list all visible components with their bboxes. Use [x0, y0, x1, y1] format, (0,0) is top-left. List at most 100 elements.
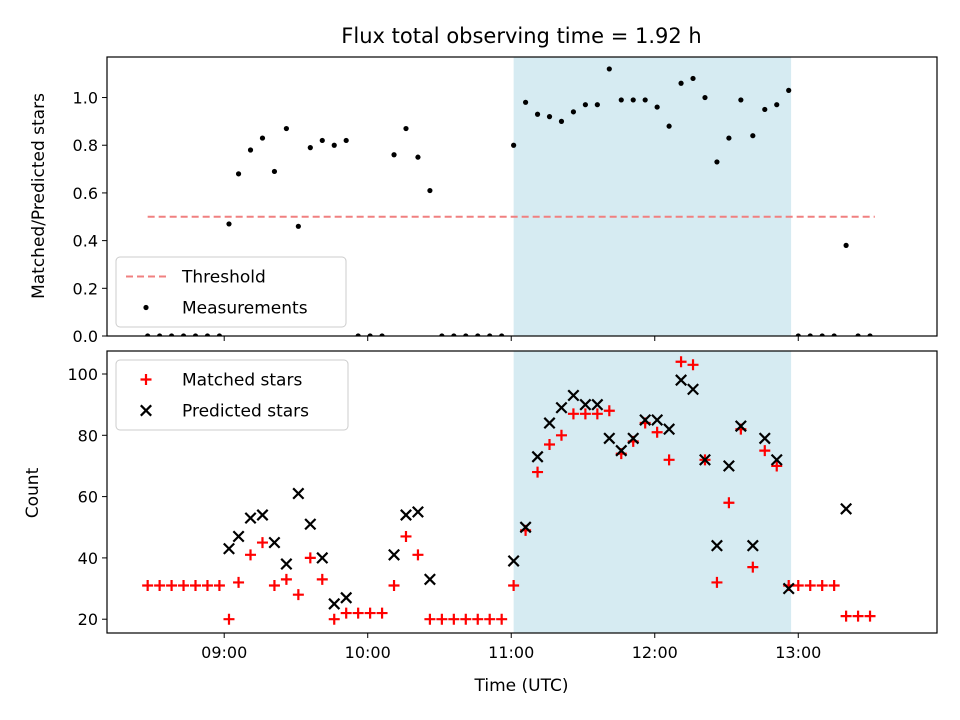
data-point — [331, 142, 337, 148]
y-tick-label: 0.8 — [73, 136, 98, 155]
data-point — [702, 94, 708, 101]
data-point — [804, 579, 816, 591]
x-axis-label: Time (UTC) — [474, 676, 569, 696]
data-point — [723, 497, 735, 509]
data-point — [722, 459, 735, 472]
data-point — [223, 542, 235, 555]
data-point — [675, 374, 688, 387]
data-point — [855, 333, 861, 336]
data-point — [216, 333, 223, 336]
count-panel: 20 40 60 80 100 09:00 10:00 11:00 12:00 13:00 Matc… — [67, 350, 938, 662]
data-point — [232, 530, 245, 543]
ratio-panel: 0.0 0.2 0.4 0.6 0.8 1.0 Threshold Measurements — [73, 56, 938, 346]
data-point — [256, 537, 268, 549]
data-point — [771, 460, 783, 472]
data-point — [496, 613, 508, 625]
data-point — [840, 610, 852, 622]
data-point — [412, 549, 424, 561]
data-point — [340, 607, 352, 619]
data-point — [388, 579, 400, 591]
data-point — [807, 333, 813, 336]
data-point — [663, 423, 676, 436]
y-tick-label: 0.0 — [73, 327, 98, 346]
data-point — [319, 137, 325, 144]
observing-window-span — [513, 351, 792, 633]
data-point — [651, 413, 664, 426]
data-point — [675, 356, 687, 368]
data-point — [711, 576, 723, 588]
data-point — [352, 607, 364, 619]
data-point — [770, 453, 783, 466]
y-tick-label: 80 — [78, 426, 98, 445]
data-point — [726, 135, 732, 141]
data-point — [759, 445, 771, 457]
data-point — [271, 168, 278, 175]
data-point — [259, 135, 266, 141]
y-tick-label: 100 — [67, 365, 98, 384]
data-point — [603, 405, 615, 417]
legend-item: Measurements — [143, 299, 308, 319]
data-point — [256, 509, 269, 521]
data-point — [567, 389, 580, 402]
data-point — [642, 97, 648, 103]
data-point — [507, 554, 520, 567]
data-point — [487, 333, 493, 336]
data-point — [367, 333, 373, 336]
data-point — [603, 432, 616, 445]
data-point — [343, 137, 349, 144]
data-point — [376, 607, 388, 619]
data-point — [654, 104, 660, 110]
data-point — [831, 333, 837, 336]
data-point — [567, 408, 579, 420]
y-tick-label: 0.2 — [73, 279, 98, 298]
data-point — [594, 102, 600, 108]
data-point — [630, 97, 636, 103]
data-point — [582, 102, 588, 108]
data-point — [484, 613, 496, 625]
data-point — [423, 573, 436, 586]
data-point — [307, 145, 313, 151]
legend-label: Predicted stars — [182, 402, 309, 422]
data-point — [531, 450, 544, 463]
data-point — [864, 610, 876, 622]
data-point — [463, 333, 469, 336]
data-point — [244, 512, 257, 525]
data-point — [154, 579, 166, 591]
axes-frame — [106, 350, 938, 634]
data-point — [295, 223, 301, 229]
y-tick-label: 1.0 — [73, 89, 98, 108]
data-point — [400, 509, 412, 521]
data-point — [710, 539, 723, 552]
data-point — [448, 613, 460, 625]
data-point — [403, 125, 409, 132]
data-point — [666, 123, 672, 129]
data-point — [555, 401, 568, 414]
data-point — [142, 579, 154, 591]
x-tick-label: 13:00 — [775, 643, 821, 662]
data-point — [223, 613, 235, 625]
data-point — [283, 125, 289, 132]
data-point — [843, 242, 849, 248]
legend-label: Matched stars — [182, 371, 302, 391]
x-tick-label: 12:00 — [632, 643, 678, 662]
y-tick-label: 0.4 — [73, 232, 98, 251]
legend-box — [115, 256, 347, 328]
data-point — [499, 333, 505, 336]
legend-label: Measurements — [182, 299, 308, 319]
data-point — [746, 539, 759, 552]
data-point — [415, 154, 421, 160]
data-point — [411, 505, 424, 518]
data-point — [157, 333, 163, 336]
data-point — [280, 558, 293, 571]
data-point — [774, 102, 780, 108]
data-point — [555, 429, 567, 441]
y-tick-label: 60 — [78, 488, 98, 507]
data-point — [280, 573, 292, 585]
data-point — [828, 579, 840, 591]
data-point — [316, 551, 329, 564]
data-point — [201, 579, 213, 591]
data-point — [627, 432, 640, 445]
data-point — [714, 159, 720, 165]
data-point — [292, 487, 305, 500]
x-tick-label: 10:00 — [345, 643, 391, 662]
